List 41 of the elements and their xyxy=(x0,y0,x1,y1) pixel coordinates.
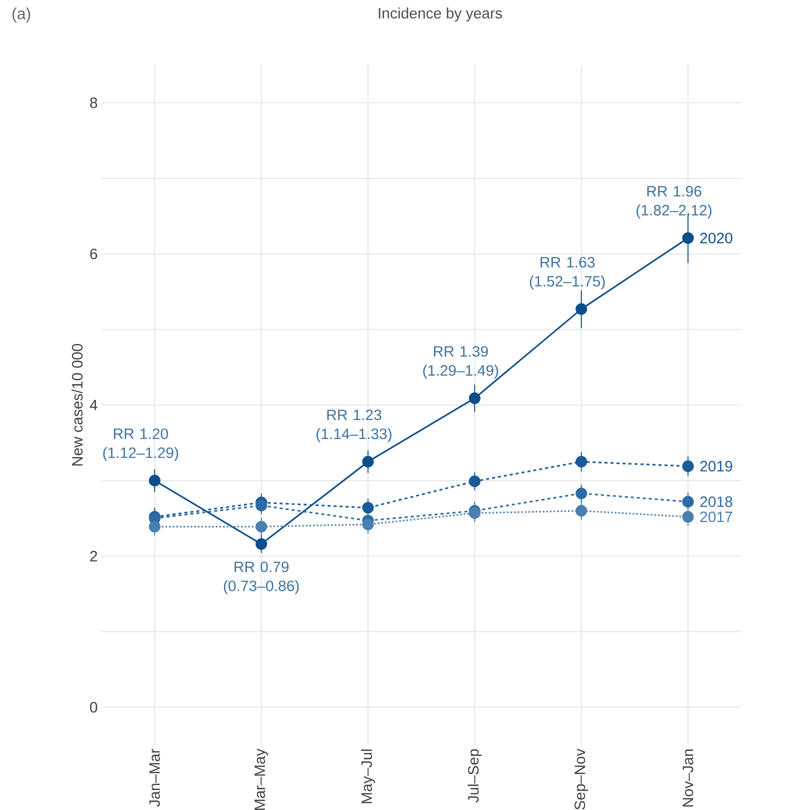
x-tick-label: May–Jul xyxy=(361,750,375,804)
point xyxy=(682,511,694,523)
y-tick-label: 8 xyxy=(90,97,98,108)
annotation: RR 1.39 (1.29–1.49) xyxy=(423,346,498,379)
point xyxy=(362,518,374,530)
series-label: 2018 xyxy=(700,496,732,508)
annotation: RR 1.20 (1.12–1.29) xyxy=(103,428,178,462)
point xyxy=(682,232,694,244)
y-axis-title: New cases/10 000 xyxy=(72,344,83,466)
point xyxy=(148,520,160,532)
point xyxy=(682,496,694,508)
point xyxy=(148,474,160,486)
annotation: RR 1.96 (1.82–2.12) xyxy=(636,186,712,219)
y-tick-label: 4 xyxy=(90,400,98,410)
point xyxy=(362,456,374,468)
point xyxy=(362,502,374,514)
series-label: 2017 xyxy=(700,512,732,522)
point xyxy=(576,504,588,517)
annotation: RR 1.63 (1.52–1.75) xyxy=(530,256,605,290)
point xyxy=(576,303,588,315)
point xyxy=(576,488,588,500)
point xyxy=(256,520,268,532)
annotation: RR 0.79 (0.73–0.86) xyxy=(224,562,299,594)
point xyxy=(468,476,480,488)
point xyxy=(256,538,268,550)
point xyxy=(682,460,694,472)
point xyxy=(468,392,480,404)
chart-title: Incidence by years xyxy=(378,8,502,22)
x-tick-label: Jul–Sep xyxy=(468,749,482,803)
y-tick-label: 0 xyxy=(90,702,98,713)
y-tick-label: 6 xyxy=(90,248,98,260)
series-label: 2019 xyxy=(700,460,732,472)
point xyxy=(576,456,588,468)
annotation: RR 1.23 (1.14–1.33) xyxy=(316,410,392,442)
x-tick-label: Sep–Nov xyxy=(574,748,588,810)
x-tick-label: Mar–May xyxy=(254,748,268,810)
text: (a) xyxy=(12,8,30,22)
series-label: 2020 xyxy=(700,232,732,244)
x-tick-label: Nov–Jan xyxy=(682,750,694,807)
y-tick-label: 2 xyxy=(90,550,98,562)
x-tick-label: Jan–Mar xyxy=(149,748,160,807)
